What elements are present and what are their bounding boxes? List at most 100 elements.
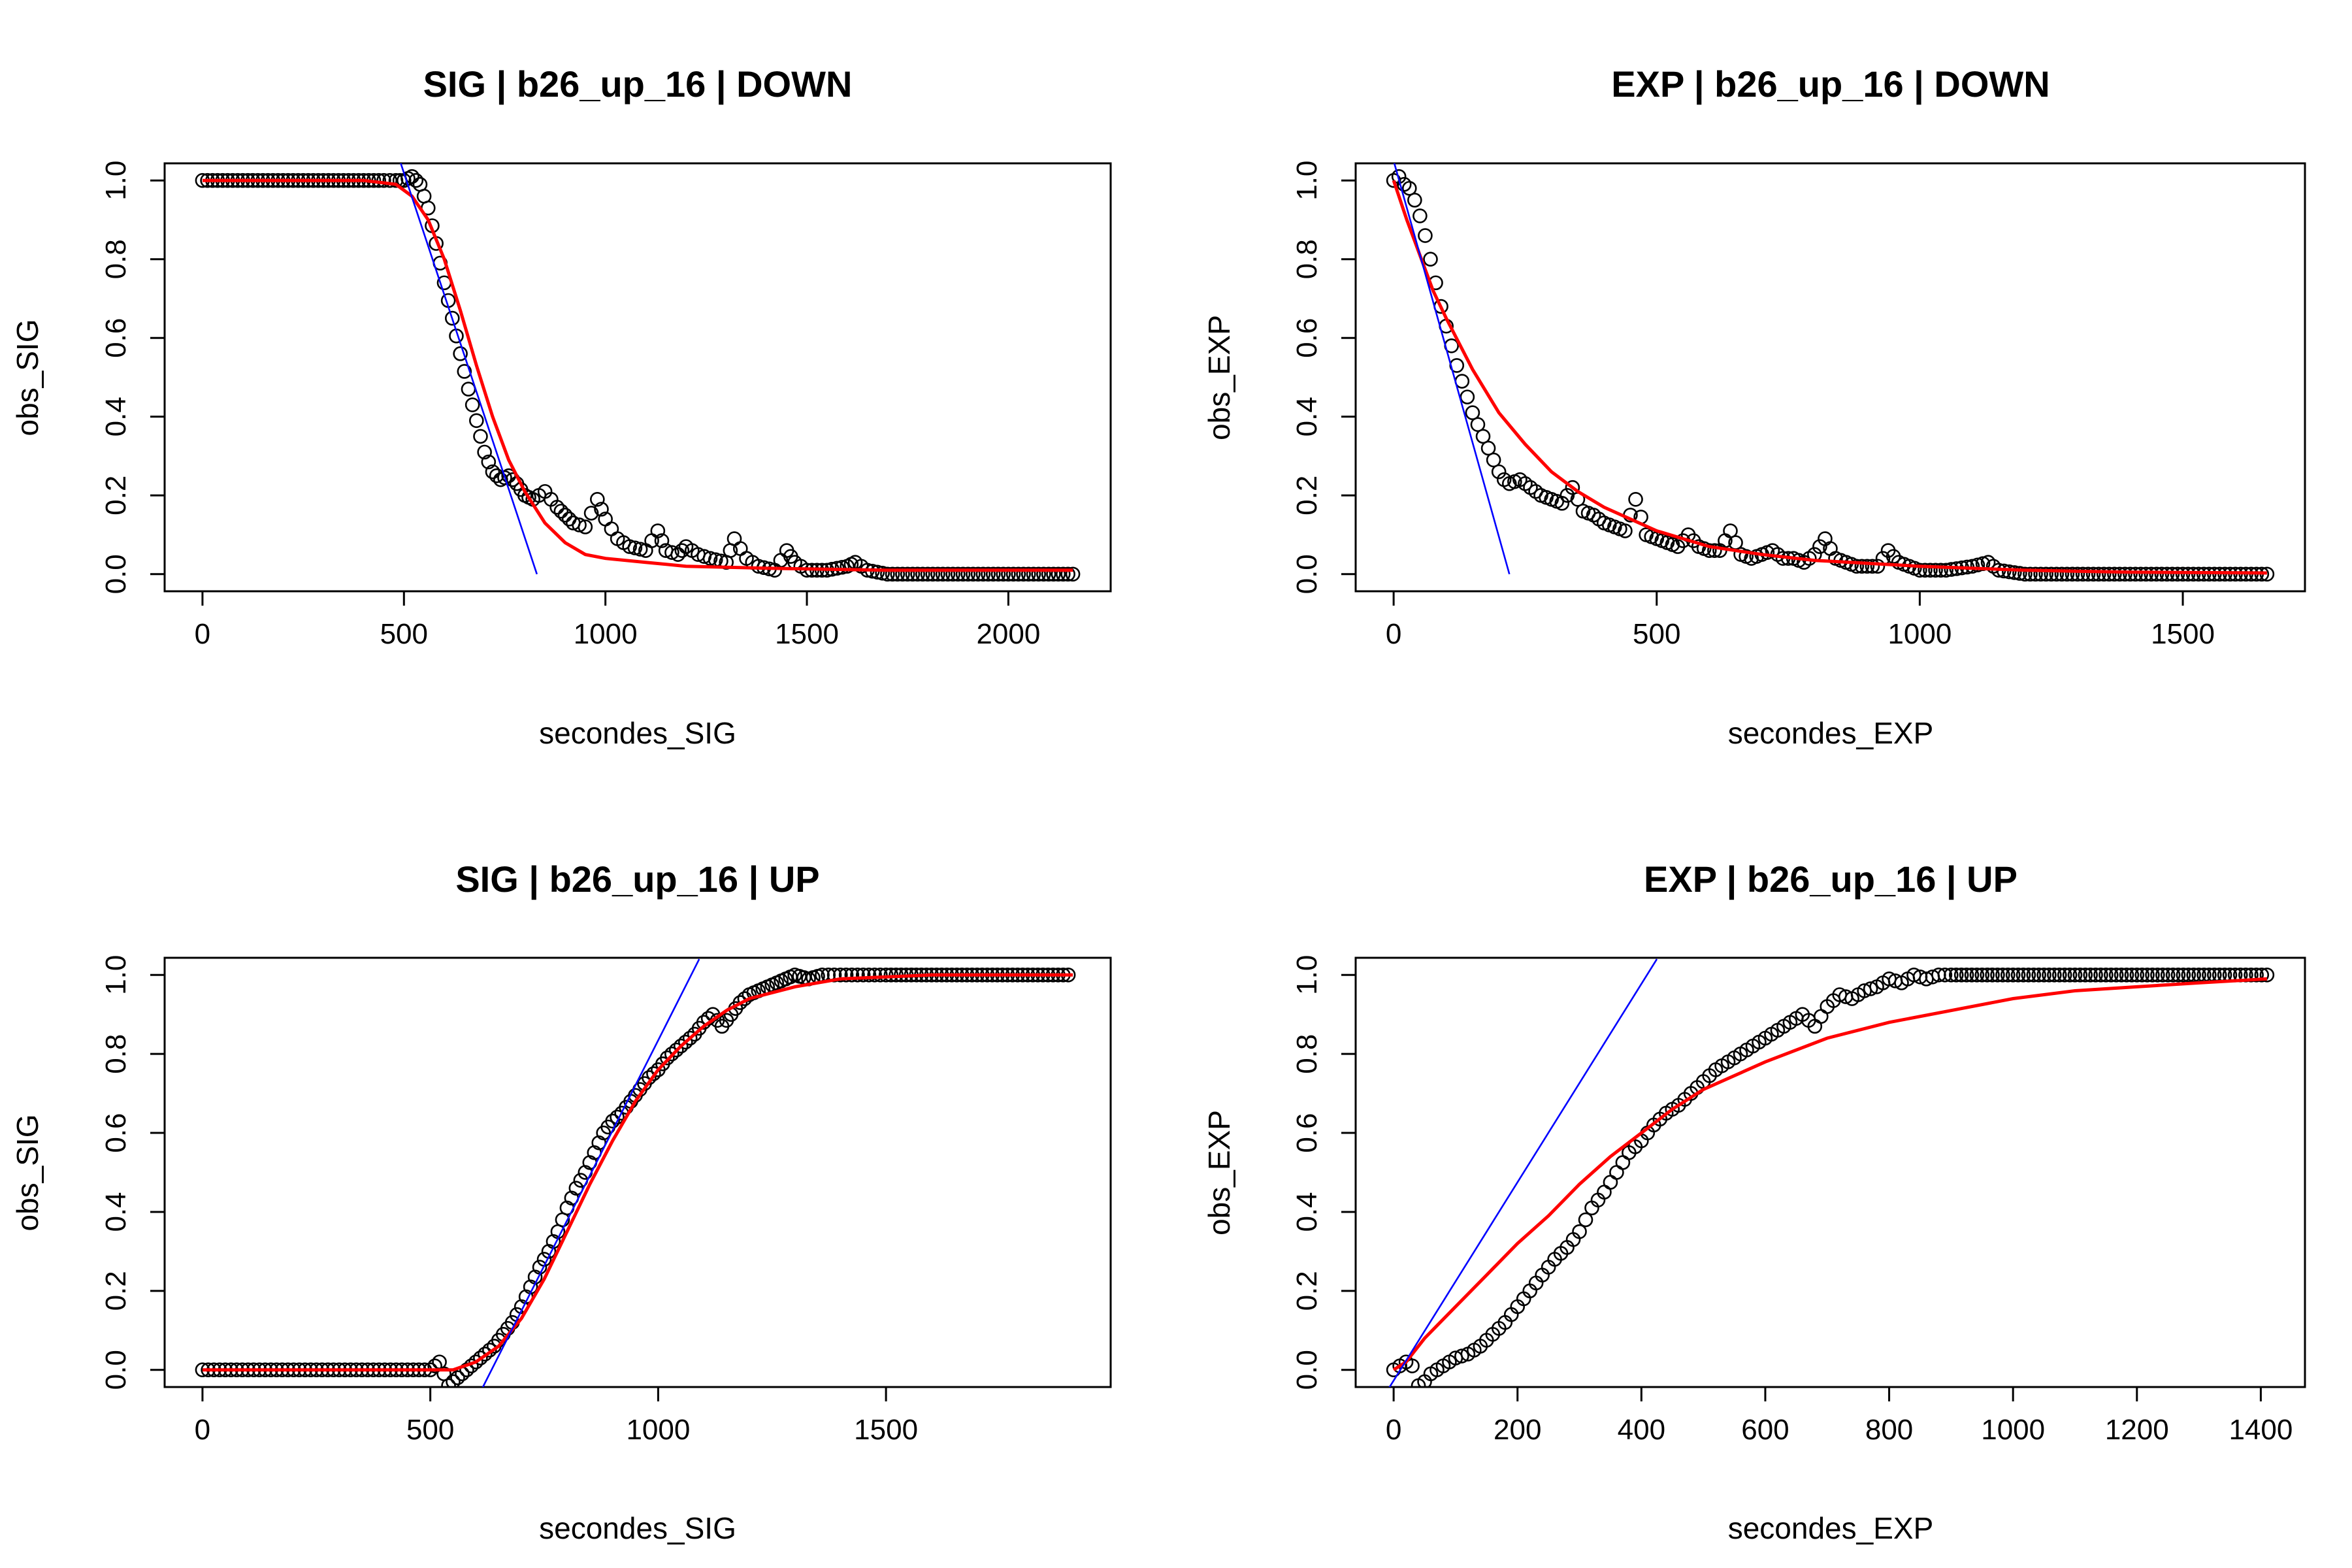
data-point	[1413, 208, 1428, 223]
data-point	[1041, 566, 1056, 582]
x-tick-label: 1500	[2151, 618, 2215, 650]
data-point	[2091, 566, 2106, 582]
data-point	[885, 566, 900, 582]
data-point	[2085, 566, 2101, 582]
data-point	[1990, 967, 2005, 983]
data-point	[590, 492, 605, 507]
data-point	[838, 967, 854, 983]
y-tick-label: 0.2	[1291, 476, 1323, 515]
y-axis-label: obs_EXP	[1202, 315, 1236, 440]
data-point	[910, 566, 925, 582]
data-point	[1964, 967, 1980, 983]
data-point	[833, 967, 848, 983]
data-point	[2254, 967, 2270, 983]
fitted-curve	[1392, 180, 2267, 575]
data-point	[1865, 559, 1880, 574]
data-point	[1923, 563, 1938, 578]
data-point	[1959, 967, 1974, 983]
data-point	[2059, 566, 2075, 582]
data-point	[668, 1042, 684, 1058]
data-point	[465, 397, 480, 412]
data-point	[981, 566, 996, 582]
data-point	[2012, 566, 2027, 581]
y-tick-label: 1.0	[100, 161, 132, 201]
data-point	[2150, 967, 2165, 983]
data-point	[382, 172, 398, 188]
data-point	[482, 1343, 497, 1358]
data-point	[2065, 566, 2080, 582]
y-tick-label: 0.2	[100, 1271, 132, 1311]
data-point	[2099, 967, 2114, 983]
data-point	[2057, 967, 2072, 983]
data-point	[2042, 967, 2057, 983]
panel-title: EXP | b26_up_16 | UP	[1644, 858, 2017, 900]
x-tick-label: 1000	[574, 618, 638, 650]
x-tick-label: 500	[1633, 618, 1680, 650]
panel-title: SIG | b26_up_16 | DOWN	[423, 63, 853, 105]
data-point	[2093, 967, 2108, 983]
data-point	[1854, 559, 1870, 574]
data-point	[2028, 566, 2043, 582]
data-point	[1812, 539, 1827, 554]
data-point	[945, 566, 960, 582]
data-point	[1980, 967, 1995, 983]
data-point	[1454, 1348, 1469, 1364]
data-point	[674, 543, 690, 558]
data-point	[457, 364, 472, 379]
data-point	[2164, 566, 2180, 582]
y-axis-label: obs_SIG	[10, 319, 44, 436]
x-tick-label: 1000	[1887, 618, 1952, 650]
data-point	[660, 1050, 675, 1066]
data-point	[1603, 1175, 1618, 1190]
data-point	[2021, 967, 2036, 983]
y-tick-label: 1.0	[100, 955, 132, 995]
data-point	[996, 566, 1011, 582]
data-point	[549, 500, 564, 515]
data-point	[1465, 405, 1480, 421]
data-point	[1974, 967, 1990, 983]
data-point	[459, 1362, 474, 1378]
data-point	[1565, 480, 1580, 495]
data-point	[1405, 1358, 1420, 1373]
data-point	[673, 1038, 689, 1054]
data-point	[1391, 169, 1407, 184]
x-tick-label: 200	[1494, 1414, 1541, 1446]
data-point	[925, 566, 941, 582]
y-tick-label: 0.0	[100, 554, 132, 594]
x-tick-label: 2000	[976, 618, 1040, 650]
data-point	[2244, 967, 2259, 983]
data-point	[2049, 566, 2065, 582]
data-point	[920, 566, 936, 582]
x-tick-label: 0	[1386, 618, 1401, 650]
x-tick-label: 1000	[1981, 1414, 2045, 1446]
data-point	[970, 566, 986, 582]
data-point	[489, 468, 504, 483]
data-point	[1046, 566, 1061, 582]
data-point	[2176, 967, 2191, 983]
data-point	[1928, 563, 1943, 578]
data-point	[682, 1030, 698, 1046]
data-point	[622, 539, 637, 554]
data-point	[594, 502, 609, 517]
data-point	[2124, 967, 2140, 983]
x-tick-label: 1500	[854, 1414, 918, 1446]
data-point	[610, 1109, 625, 1125]
data-point	[985, 566, 1001, 582]
data-point	[670, 547, 685, 562]
data-point	[727, 531, 742, 546]
plot-frame	[1354, 162, 2306, 593]
data-point	[870, 564, 885, 580]
data-point	[2144, 566, 2159, 582]
data-point	[469, 413, 484, 429]
data-point	[1001, 566, 1016, 582]
y-tick-label: 0.8	[1291, 239, 1323, 279]
data-point	[2078, 967, 2093, 983]
data-point	[1723, 523, 1738, 538]
data-point	[2117, 566, 2132, 582]
data-point	[2054, 566, 2070, 582]
data-point	[1051, 566, 1066, 582]
y-axis-label: obs_EXP	[1202, 1110, 1236, 1235]
data-point	[1011, 566, 1026, 582]
data-point	[453, 346, 468, 361]
